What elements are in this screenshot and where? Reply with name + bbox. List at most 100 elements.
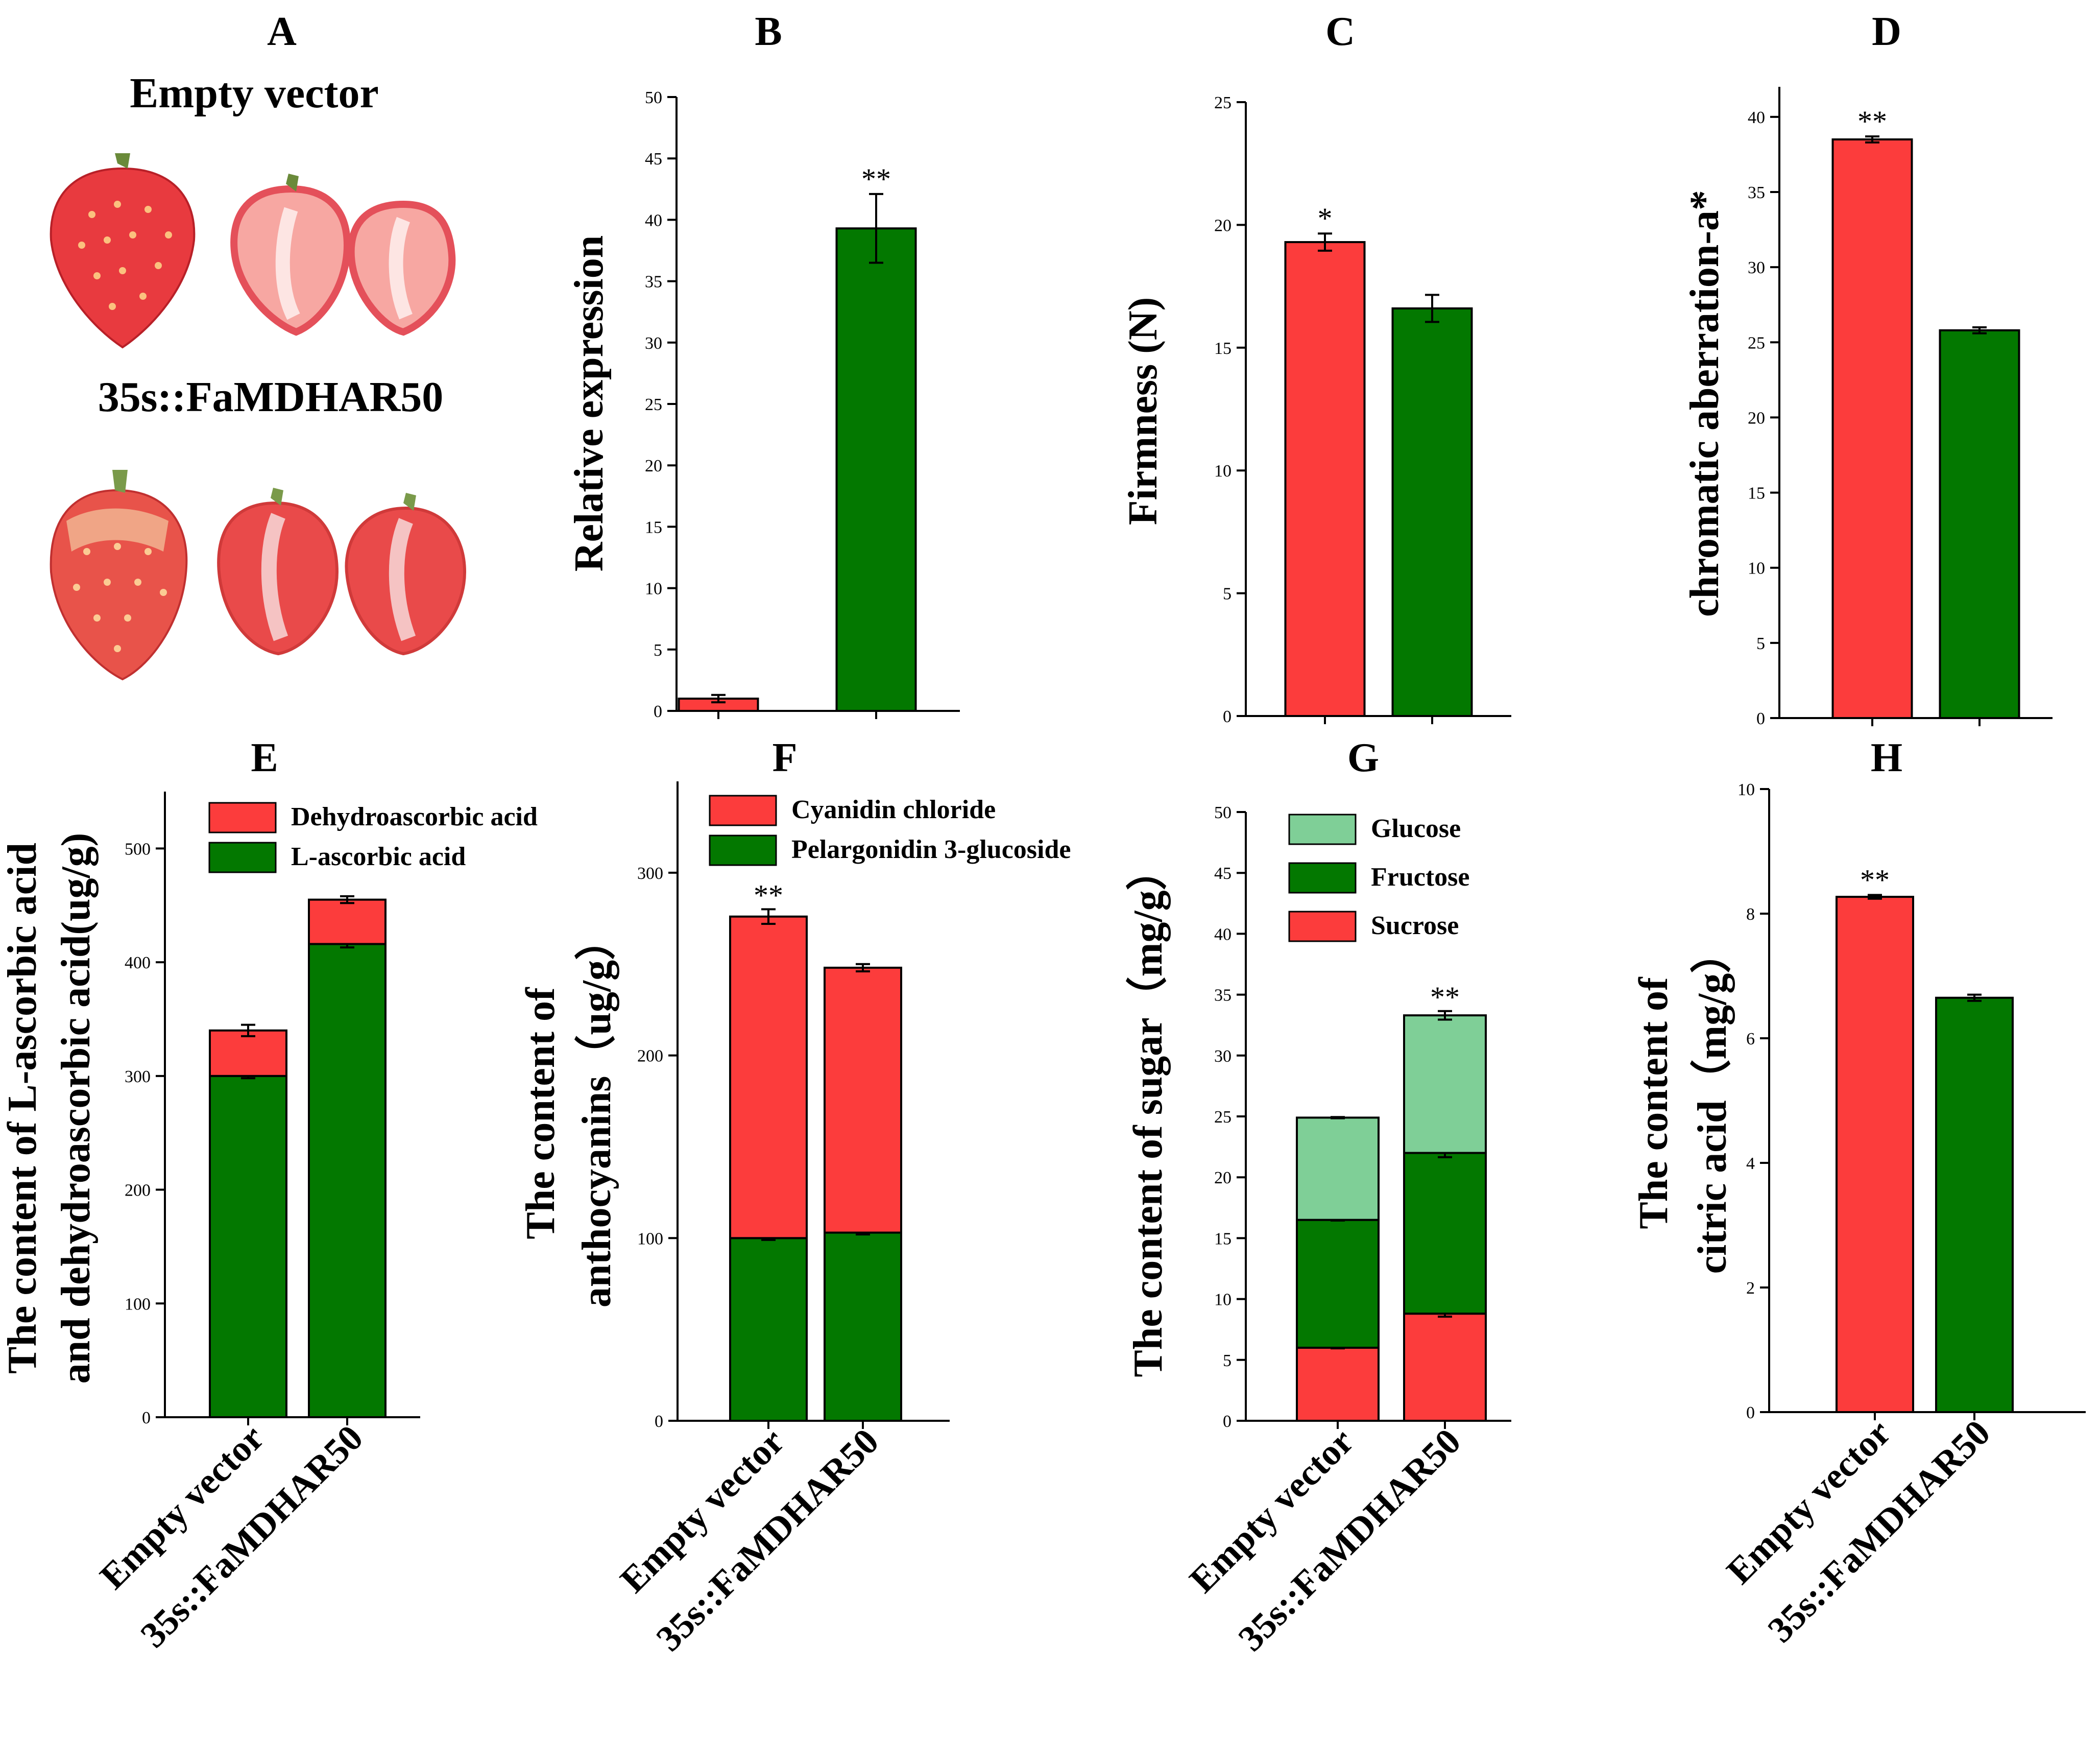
panel-g-y-tick-label: 25 <box>1214 1108 1232 1127</box>
panel-d-y-tick-label: 15 <box>1748 484 1765 503</box>
overexpression-label: 35s::FaMDHAR50 <box>98 373 444 421</box>
panel-c-y-tick-label: 0 <box>1223 707 1232 726</box>
panel-f-y-axis-label: anthocyanins（ug/g） <box>574 919 619 1307</box>
panel-g-bar-2-segment-2 <box>1403 1152 1487 1315</box>
panel-f-significance-mark: ** <box>754 878 783 912</box>
panel-f-letter: F <box>773 735 798 780</box>
panel-a: A Empty vector 35s::FaMDHAR50 <box>50 9 467 681</box>
panel-g-y-tick-label: 20 <box>1214 1168 1232 1187</box>
panel-d-letter: D <box>1872 9 1901 54</box>
strawberry-halves-photo-2 <box>217 488 467 656</box>
panel-h-y-tick-label: 8 <box>1746 905 1755 924</box>
panel-d-y-tick-label: 30 <box>1748 258 1765 277</box>
panel-e-bar-2-segment-1 <box>308 943 387 1419</box>
panel-h-bar-1 <box>1836 896 1914 1414</box>
panel-b-letter: B <box>755 9 782 54</box>
panel-f: 0 100 200 300 F The content of anthocyanins（ug… <box>518 735 1071 1659</box>
panel-d-y-tick-label: 35 <box>1748 183 1765 202</box>
panel-c-y-tick-label: 25 <box>1214 93 1232 112</box>
panel-f-y-tick-label: 300 <box>637 864 663 883</box>
panel-c-y-tick-label: 20 <box>1214 216 1232 235</box>
panel-e-y-tick-label: 400 <box>125 953 151 972</box>
panel-g-y-axis-label: The content of sugar（mg/g） <box>1126 849 1171 1377</box>
panel-f-y-tick-label: 200 <box>637 1047 663 1066</box>
panel-g-legend-swatch <box>1288 862 1357 894</box>
panel-g-y-tick-label: 50 <box>1214 803 1232 822</box>
panel-g-y-tick-label: 5 <box>1223 1351 1232 1370</box>
panel-f-bar-1-segment-2 <box>729 915 808 1239</box>
panel-b-y-axis-label: Relative expression <box>567 235 612 571</box>
panel-g-significance-mark: ** <box>1430 981 1460 1014</box>
panel-d-y-tick-label: 0 <box>1756 709 1765 728</box>
panel-d-bar-1 <box>1831 138 1913 719</box>
panel-h-y-axis-label: The content of <box>1631 976 1676 1229</box>
panel-e-y-tick-label: 300 <box>125 1067 151 1086</box>
panel-b-y-tick-label: 15 <box>645 518 662 537</box>
panel-f-y-axis-label: The content of <box>518 987 563 1239</box>
panel-g-bar-1-segment-1 <box>1296 1346 1380 1422</box>
panel-h-y-axis-label: citric acid（mg/g） <box>1690 933 1735 1274</box>
panel-g-letter: G <box>1347 735 1379 780</box>
panel-e-y-axis-label: and dehydroascorbic acid(ug/g) <box>54 833 99 1384</box>
panel-a-letter: A <box>267 9 297 54</box>
panel-h-letter: H <box>1871 735 1902 780</box>
panel-b-y-tick-label: 10 <box>645 580 662 599</box>
panel-f-legend-label: Cyanidin chloride <box>791 795 996 824</box>
panel-e-y-axis-label: The content of L-ascorbic acid <box>0 843 45 1374</box>
panel-c-bar-2 <box>1391 307 1473 717</box>
panel-b: 0 5 10 15 20 25 30 35 40 45 50 B Relative expression… <box>567 9 960 721</box>
panel-b-y-tick-label: 25 <box>645 395 662 414</box>
panel-e-bar-1-segment-1 <box>209 1075 287 1418</box>
panel-b-y-tick-label: 40 <box>645 211 662 230</box>
panel-e-bar-2-segment-2 <box>308 898 387 945</box>
panel-h-bar-2 <box>1935 996 2014 1413</box>
panel-g-y-tick-label: 30 <box>1214 1047 1232 1066</box>
panel-e: 0 100 200 300 400 500 E The content of L-ascorb… <box>0 735 538 1655</box>
panel-d-y-axis-label: chromatic aberration-a* <box>1682 190 1727 617</box>
panel-g-bar-2-segment-1 <box>1403 1313 1487 1422</box>
panel-b-y-tick-label: 50 <box>645 88 662 107</box>
panel-f-legend-label: Pelargonidin 3-glucoside <box>791 835 1071 864</box>
panel-c: 0 5 10 15 20 25 C Firmness (N) * <box>1121 9 1511 726</box>
panel-d-y-tick-label: 40 <box>1748 108 1765 127</box>
panel-b-y-tick-label: 30 <box>645 334 662 353</box>
panel-b-bar-2 <box>835 227 917 712</box>
panel-g-legend-swatch <box>1288 911 1357 942</box>
panel-b-significance-mark: ** <box>861 162 891 196</box>
strawberry-whole-photo <box>50 153 196 349</box>
panel-c-y-tick-label: 15 <box>1214 339 1232 358</box>
panel-e-y-tick-label: 100 <box>125 1295 151 1314</box>
panel-h-significance-mark: ** <box>1860 863 1890 896</box>
panel-d-y-tick-label: 5 <box>1756 634 1765 653</box>
panel-f-y-tick-label: 0 <box>655 1412 663 1431</box>
panel-b-y-tick-label: 0 <box>654 702 662 721</box>
panel-e-y-tick-label: 200 <box>125 1181 151 1200</box>
panel-g-y-tick-label: 40 <box>1214 925 1232 944</box>
panel-e-y-tick-label: 0 <box>142 1409 151 1427</box>
panel-f-x-category-label: Empty vector <box>612 1421 792 1601</box>
panel-g-bar-1-segment-2 <box>1296 1219 1380 1349</box>
panel-g-y-tick-label: 45 <box>1214 864 1232 883</box>
panel-g-bar-2-segment-3 <box>1403 1014 1487 1154</box>
panel-f-y-tick-label: 100 <box>637 1229 663 1248</box>
panel-e-letter: E <box>251 735 278 780</box>
panel-g-y-tick-label: 10 <box>1214 1291 1232 1309</box>
panel-h-y-tick-label: 6 <box>1746 1030 1755 1048</box>
panel-c-y-tick-label: 10 <box>1214 462 1232 481</box>
panel-c-letter: C <box>1325 9 1355 54</box>
panel-g-legend-label: Sucrose <box>1371 911 1459 940</box>
panel-e-legend-label: L-ascorbic acid <box>291 842 466 871</box>
panel-d-y-tick-label: 20 <box>1748 409 1765 427</box>
panel-d-y-tick-label: 25 <box>1748 333 1765 352</box>
panel-e-legend-swatch <box>208 842 277 873</box>
panel-b-y-tick-label: 45 <box>645 150 662 169</box>
panel-e-legend-swatch <box>208 802 277 833</box>
panel-g-y-tick-label: 35 <box>1214 986 1232 1005</box>
panel-d-significance-mark: ** <box>1857 105 1887 138</box>
panel-b-y-tick-label: 20 <box>645 457 662 475</box>
strawberry-whole-photo-2 <box>50 470 188 681</box>
